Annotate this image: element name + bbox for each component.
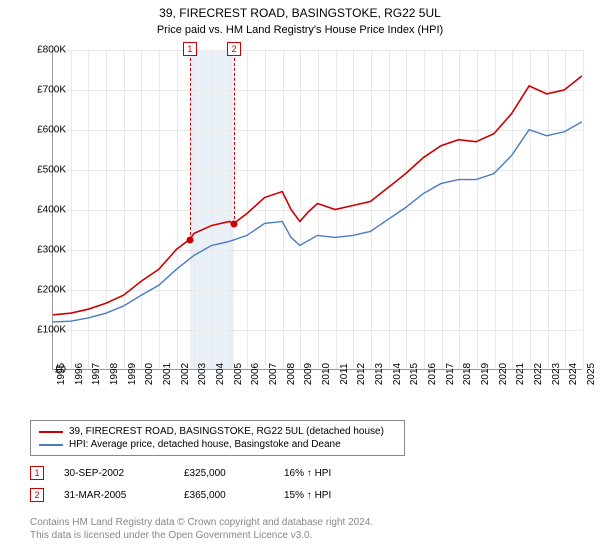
event-date: 30-SEP-2002 <box>64 468 184 479</box>
event-row: 1 30-SEP-2002£325,00016% ↑ HPI <box>30 462 384 484</box>
event-marker-box: 1 <box>30 466 44 480</box>
plot-area: 12 <box>52 50 582 370</box>
marker-box: 2 <box>227 42 241 56</box>
line-canvas <box>53 50 582 369</box>
footer-line2: This data is licensed under the Open Gov… <box>30 529 373 542</box>
event-hpi: 16% ↑ HPI <box>284 468 384 479</box>
event-price: £325,000 <box>184 468 284 479</box>
event-hpi: 15% ↑ HPI <box>284 490 384 501</box>
series-line <box>53 76 582 315</box>
chart-subtitle: Price paid vs. HM Land Registry's House … <box>0 22 600 36</box>
legend-item: HPI: Average price, detached house, Basi… <box>39 438 396 451</box>
event-row: 2 31-MAR-2005£365,00015% ↑ HPI <box>30 484 384 506</box>
legend-swatch <box>39 431 63 433</box>
event-price: £365,000 <box>184 490 284 501</box>
marker-dot <box>186 237 193 244</box>
event-marker-box: 2 <box>30 488 44 502</box>
chart-container: 39, FIRECREST ROAD, BASINGSTOKE, RG22 5U… <box>0 0 600 560</box>
legend-item: 39, FIRECREST ROAD, BASINGSTOKE, RG22 5U… <box>39 425 396 438</box>
marker-dot <box>231 221 238 228</box>
gridline-v <box>583 50 584 369</box>
legend: 39, FIRECREST ROAD, BASINGSTOKE, RG22 5U… <box>30 420 405 456</box>
legend-label: HPI: Average price, detached house, Basi… <box>69 439 341 450</box>
footer-line1: Contains HM Land Registry data © Crown c… <box>30 516 373 529</box>
chart-title: 39, FIRECREST ROAD, BASINGSTOKE, RG22 5U… <box>0 0 600 22</box>
legend-swatch <box>39 444 63 446</box>
marker-line <box>190 58 191 240</box>
x-tick-label: 2025 <box>586 363 597 385</box>
marker-line <box>234 58 235 224</box>
series-line <box>53 122 582 322</box>
marker-box: 1 <box>183 42 197 56</box>
footer-text: Contains HM Land Registry data © Crown c… <box>30 516 373 542</box>
legend-label: 39, FIRECREST ROAD, BASINGSTOKE, RG22 5U… <box>69 426 384 437</box>
event-date: 31-MAR-2005 <box>64 490 184 501</box>
events-table: 1 30-SEP-2002£325,00016% ↑ HPI 2 31-MAR-200… <box>30 462 384 506</box>
